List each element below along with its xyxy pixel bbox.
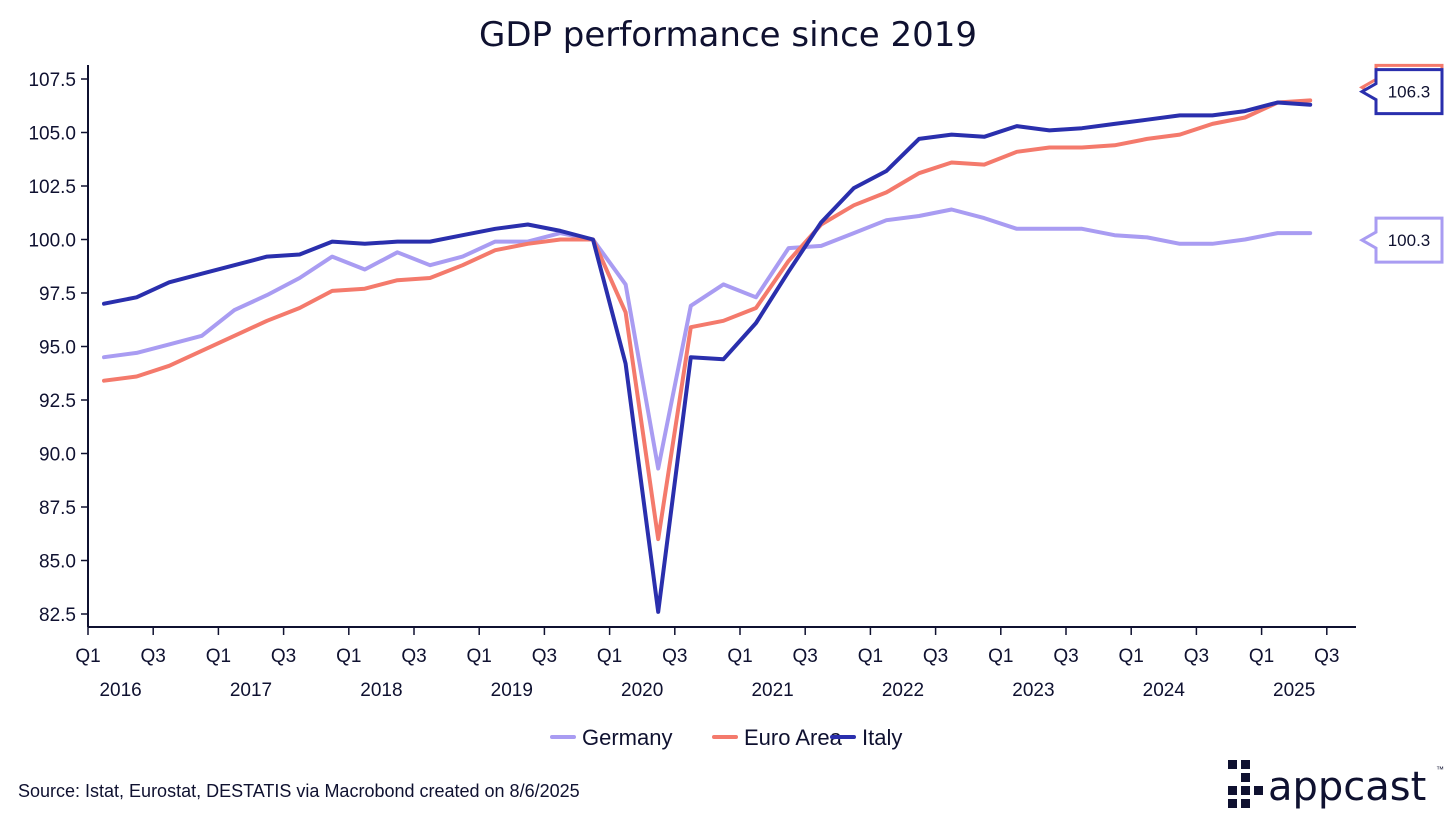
legend-item-italy: Italy	[830, 725, 902, 750]
x-quarter-tick-label: Q1	[988, 646, 1013, 667]
x-year-label: 2018	[360, 680, 402, 701]
x-year-label: 2021	[751, 680, 793, 701]
x-quarter-tick-label: Q1	[858, 646, 883, 667]
y-tick-label: 90.0	[39, 445, 76, 466]
legend: Germany Euro Area Italy	[550, 725, 902, 750]
y-tick-label: 92.5	[39, 391, 76, 412]
x-quarter-tick-label: Q3	[532, 646, 557, 667]
x-year-label: 2023	[1012, 680, 1054, 701]
x-year-label: 2024	[1143, 680, 1186, 701]
end-label-germany: 100.3	[1358, 216, 1444, 264]
y-axis: 82.5 85.0 87.5 90.0 92.5 95.0 97.5 100.0 102.5 10…	[28, 65, 89, 627]
source-note: Source: Istat, Eurostat, DESTATIS via Ma…	[18, 781, 580, 801]
appcast-wordmark: appcast	[1268, 764, 1426, 810]
y-tick-label: 102.5	[28, 177, 76, 198]
x-quarter-tick-label: Q3	[923, 646, 948, 667]
x-quarter-tick-label: Q3	[141, 646, 166, 667]
x-quarter-tick-label: Q3	[1314, 646, 1339, 667]
x-quarter-tick-label: Q1	[597, 646, 622, 667]
y-tick-label: 107.5	[28, 70, 76, 91]
end-label-italy: 106.3	[1358, 68, 1444, 116]
x-year-label: 2016	[99, 680, 141, 701]
end-label-value: 100.3	[1388, 231, 1431, 250]
legend-label: Euro Area	[744, 725, 843, 750]
x-axis: Q1 Q3 Q1 Q3 Q1 Q3 Q1 Q3 Q1 Q3 Q1 Q3 Q1 Q3 Q1 Q3 Q1 Q3 Q1 Q3…	[75, 626, 1356, 701]
x-quarter-tick-label: Q3	[271, 646, 296, 667]
trademark-mark: ™	[1436, 765, 1444, 774]
y-tick-label: 85.0	[39, 552, 76, 573]
x-quarter-tick-label: Q1	[467, 646, 492, 667]
legend-item-euro-area: Euro Area	[712, 725, 843, 750]
legend-item-germany: Germany	[550, 725, 672, 750]
x-year-label: 2020	[621, 680, 663, 701]
x-quarter-tick-label: Q1	[75, 646, 100, 667]
x-year-label: 2017	[230, 680, 272, 701]
series-line-euro-area	[102, 98, 1313, 542]
chart-title: GDP performance since 2019	[479, 15, 977, 55]
series-line-germany	[102, 207, 1313, 471]
y-tick-label: 97.5	[39, 284, 76, 305]
legend-label: Germany	[582, 725, 672, 750]
legend-label: Italy	[862, 725, 902, 750]
x-quarter-tick-label: Q3	[1184, 646, 1209, 667]
y-tick-label: 105.0	[28, 124, 76, 145]
x-quarter-tick-label: Q1	[1249, 646, 1274, 667]
x-quarter-tick-label: Q1	[206, 646, 231, 667]
x-year-label: 2022	[882, 680, 924, 701]
series-line-italy	[102, 100, 1313, 614]
x-quarter-tick-label: Q1	[727, 646, 752, 667]
x-year-label: 2019	[491, 680, 533, 701]
x-quarter-tick-label: Q3	[662, 646, 687, 667]
appcast-logo-mark	[1228, 760, 1263, 808]
y-tick-label: 100.0	[28, 231, 76, 252]
series-lines	[102, 98, 1313, 614]
y-tick-label: 82.5	[39, 605, 76, 626]
end-label-value: 106.3	[1388, 83, 1431, 102]
x-quarter-tick-label: Q1	[1119, 646, 1144, 667]
x-quarter-tick-label: Q3	[793, 646, 818, 667]
x-year-label: 2025	[1273, 680, 1315, 701]
y-tick-label: 87.5	[39, 498, 76, 519]
appcast-logo: appcast ™	[1228, 760, 1444, 810]
x-quarter-tick-label: Q3	[1053, 646, 1078, 667]
x-quarter-tick-label: Q1	[336, 646, 361, 667]
y-tick-label: 95.0	[39, 338, 76, 359]
x-quarter-tick-label: Q3	[401, 646, 426, 667]
